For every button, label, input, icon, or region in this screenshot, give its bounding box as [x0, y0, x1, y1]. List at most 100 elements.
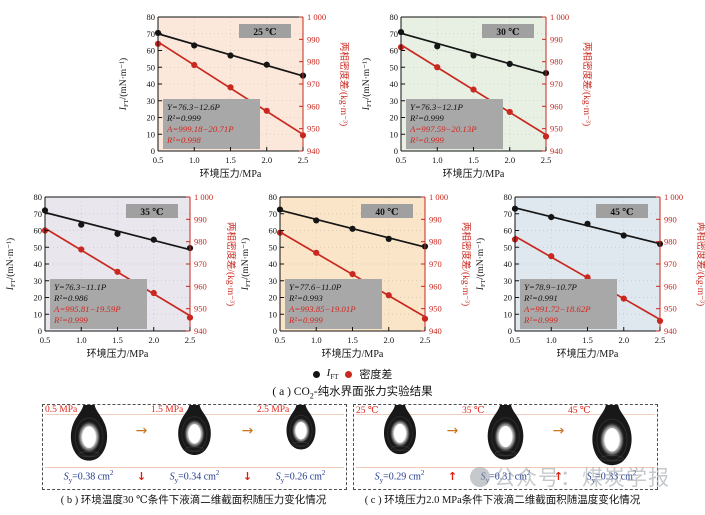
area-value: Sy=0.26 cm2 [275, 468, 326, 484]
right-tick-label: 980 [307, 57, 320, 67]
left-tick-label: 10 [269, 309, 278, 319]
left-tick-label: 50 [146, 62, 155, 72]
right-tick-label: 940 [307, 146, 320, 156]
x-tick-label: 0.5 [40, 335, 51, 345]
left-tick-label: 20 [389, 113, 398, 123]
right-tick-label: 980 [550, 57, 563, 67]
condition-label: 0.5 MPa [45, 405, 78, 416]
subfigure-a-caption: ( a ) CO2-纯水界面张力实验结果 [272, 386, 433, 401]
density-point [385, 292, 392, 299]
left-tick-label: 10 [389, 129, 398, 139]
right-tick-label: 1 000 [429, 192, 448, 202]
right-tick-label: 960 [307, 101, 320, 111]
left-tick-label: 20 [504, 293, 513, 303]
right-tick-label: 990 [194, 214, 207, 224]
ift-point [620, 232, 627, 239]
left-tick-label: 70 [34, 209, 43, 219]
temperature-badge [238, 24, 291, 38]
temperature-badge [481, 24, 534, 38]
left-tick-label: 60 [269, 226, 278, 236]
right-tick-label: 950 [307, 124, 320, 134]
up-arrow-icon: ↑ [447, 469, 458, 483]
ift-point [313, 217, 320, 224]
right-axis-title: 两相密度差/(kg·m⁻³) [460, 222, 471, 306]
droplet-item: 2.5 MPa [255, 405, 346, 467]
area-value-row: Sy=0.29 cm2 ↑ Sy=0.31 cm2 ↑ Sy=0.33 cm2 [354, 467, 657, 485]
right-tick-label: 1 000 [664, 192, 683, 202]
x-tick-label: 1.5 [112, 335, 123, 345]
area-value-row: Sy=0.38 cm2 ↓ Sy=0.34 cm2 ↓ Sy=0.26 cm2 [43, 467, 346, 485]
left-axis-title: IFT/(mN·m⁻¹) [5, 238, 17, 291]
ift-point [469, 52, 477, 59]
ift-r-squared: R²=0.993 [288, 293, 323, 303]
left-tick-label: 10 [504, 309, 513, 319]
ift-point [584, 220, 591, 227]
right-tick-label: 950 [664, 304, 677, 314]
right-tick-label: 950 [550, 124, 563, 134]
left-axis-title: IFT/(mN·m⁻¹) [118, 58, 130, 111]
density-point [506, 108, 513, 116]
x-tick-label: 0.5 [275, 335, 286, 345]
left-tick-label: 40 [146, 79, 155, 89]
legend-ift-label: IFT [326, 366, 339, 382]
x-tick-label: 2.0 [261, 155, 272, 165]
chart-45c-svg: Y=78.9−10.7PR²=0.991A=991.72−18.62PR²=0.… [475, 192, 705, 360]
left-tick-label: 60 [389, 46, 398, 56]
left-tick-label: 50 [389, 62, 398, 72]
temperature-badge-label: 45 ℃ [610, 208, 633, 218]
chart-row-top: Y=76.3−12.6P R²=0.999 A=999.18−20.71P R²=0.… [0, 0, 705, 185]
left-tick-label: 50 [34, 242, 43, 252]
density-point [78, 246, 85, 253]
right-tick-label: 990 [429, 214, 442, 224]
density-marker-icon [345, 370, 353, 378]
temperature-badge-label: 40 ℃ [375, 208, 398, 218]
chart-legend: IFT 密度差 [0, 366, 705, 382]
ift-marker-icon [312, 370, 320, 378]
x-tick-label: 0.5 [395, 155, 406, 165]
ift-equation: Y=78.9−10.7P [524, 282, 578, 292]
x-axis-title: 环境压力/MPa [557, 347, 619, 360]
ift-point [506, 60, 513, 67]
right-tick-label: 970 [194, 259, 207, 269]
area-value: Sy=0.33 cm2 [586, 468, 637, 484]
left-tick-label: 70 [269, 209, 278, 219]
left-axis-title: IFT/(mN·m⁻¹) [361, 58, 373, 111]
x-tick-label: 0.5 [510, 335, 521, 345]
left-tick-label: 0 [150, 146, 154, 156]
ift-equation: Y=76.3−11.1P [54, 282, 107, 292]
density-point [349, 270, 356, 278]
ift-r-squared: R²=0.991 [523, 293, 558, 303]
left-tick-label: 60 [146, 46, 155, 56]
chart-25c-svg: Y=76.3−12.6PR²=0.999A=999.18−20.71PR²=0.… [118, 12, 350, 180]
droplet-icon [383, 405, 416, 455]
x-tick-label: 2.0 [148, 335, 159, 345]
area-value: Sy=0.38 cm2 [63, 468, 114, 484]
ift-point [548, 214, 555, 221]
density-point [114, 268, 121, 275]
droplet-icon [591, 405, 632, 466]
temperature-badge-label: 30 ℃ [496, 28, 519, 38]
density-point [150, 289, 157, 297]
ift-equation: Y=77.6−11.0P [289, 282, 342, 292]
up-arrow-icon: ↑ [553, 469, 564, 483]
right-arrow-icon: → [241, 423, 254, 440]
left-tick-label: 80 [269, 192, 278, 202]
legend-density-label: 密度差 [359, 369, 393, 381]
left-tick-label: 40 [269, 259, 278, 269]
density-equation: A=999.18−20.71P [166, 124, 234, 134]
equation-box [520, 279, 617, 329]
right-tick-label: 990 [307, 34, 320, 44]
ift-equation: Y=76.3−12.1P [410, 102, 464, 112]
left-axis-title: IFT/(mN·m⁻¹) [240, 238, 252, 291]
x-tick-label: 1.5 [347, 335, 358, 345]
panel-b-pressure-series: 0.5 MPa → 1.5 MPa → 2.5 MPa Sy=0.38 cm2 ↓ Sy=0… [42, 404, 347, 491]
x-tick-label: 1.0 [188, 155, 199, 165]
equation-box [162, 99, 260, 149]
right-tick-label: 960 [550, 101, 563, 111]
density-r-squared: R²=0.999 [53, 315, 88, 325]
chart-40c-svg: Y=77.6−11.0PR²=0.993A=993.85−19.01PR²=0.… [240, 192, 472, 360]
x-tick-label: 2.5 [297, 155, 308, 165]
left-tick-label: 70 [389, 29, 398, 39]
chart-45c: Y=78.9−10.7P R²=0.991 A=991.72−18.62P R²=0.… [471, 185, 705, 365]
